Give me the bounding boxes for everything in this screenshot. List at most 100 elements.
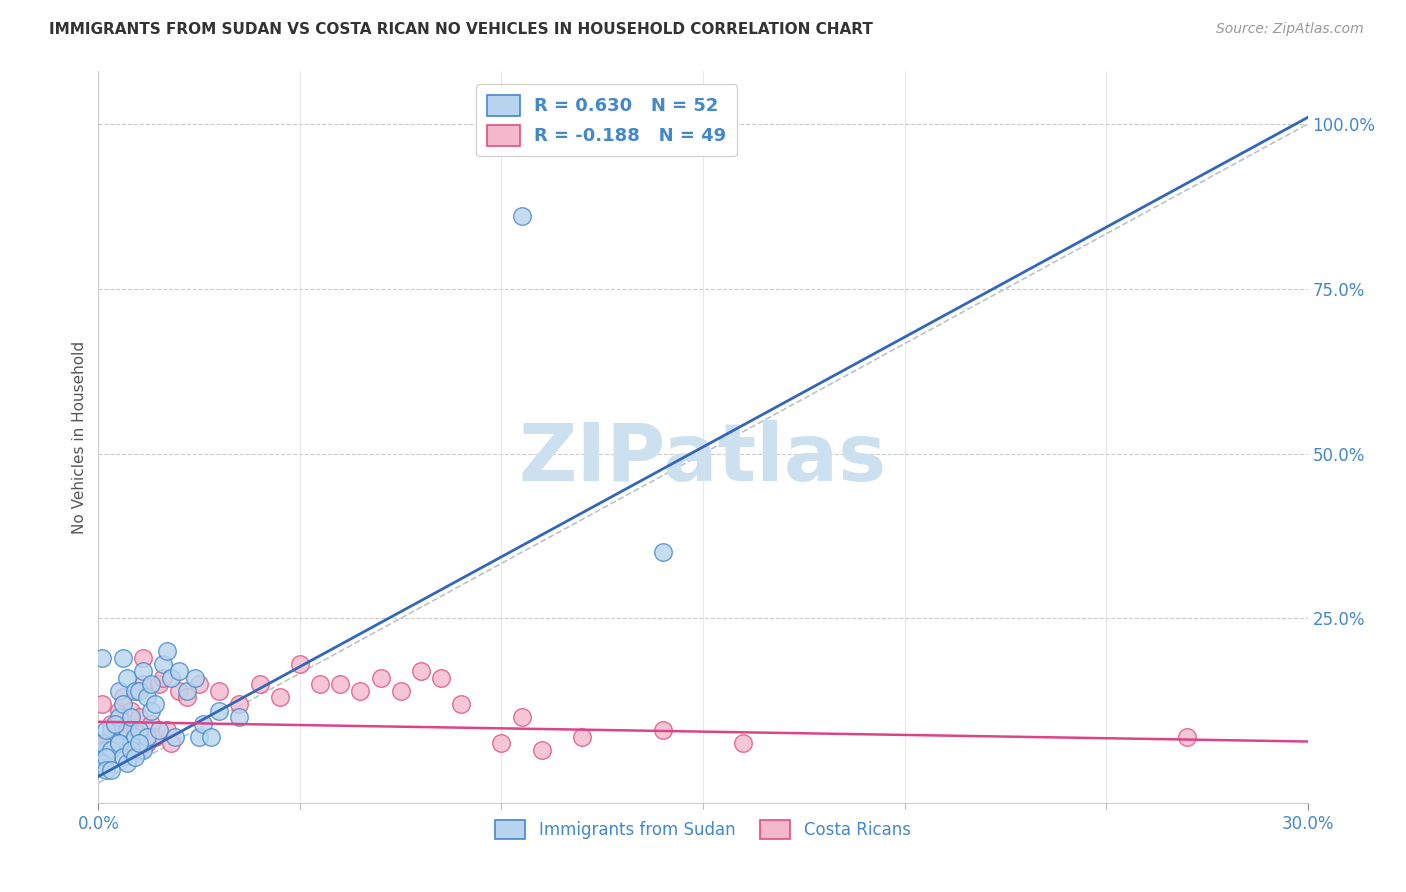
Point — [571, 730, 593, 744]
Point — [128, 743, 150, 757]
Point — [139, 677, 162, 691]
Point — [100, 716, 122, 731]
Y-axis label: No Vehicles in Household: No Vehicles in Household — [72, 341, 87, 533]
Point — [100, 743, 122, 757]
Point — [148, 677, 170, 691]
Text: ZIPatlas: ZIPatlas — [519, 420, 887, 498]
Legend: Immigrants from Sudan, Costa Ricans: Immigrants from Sudan, Costa Ricans — [489, 814, 917, 846]
Point — [288, 657, 311, 672]
Point — [152, 671, 174, 685]
Point — [651, 545, 673, 559]
Point — [135, 730, 157, 744]
Point — [491, 737, 513, 751]
Point — [370, 671, 392, 685]
Point — [96, 763, 118, 777]
Point — [733, 737, 755, 751]
Point — [148, 723, 170, 738]
Point — [100, 723, 122, 738]
Point — [139, 716, 162, 731]
Point — [132, 650, 155, 665]
Point — [111, 690, 134, 705]
Point — [176, 690, 198, 705]
Point — [132, 664, 155, 678]
Point — [103, 737, 125, 751]
Point — [430, 671, 453, 685]
Point — [91, 650, 114, 665]
Point — [249, 677, 271, 691]
Point — [269, 690, 291, 705]
Point — [1175, 730, 1198, 744]
Point — [139, 704, 162, 718]
Point — [143, 730, 166, 744]
Point — [120, 743, 142, 757]
Point — [530, 743, 553, 757]
Point — [120, 704, 142, 718]
Point — [124, 723, 146, 738]
Point — [135, 737, 157, 751]
Point — [107, 737, 129, 751]
Point — [132, 743, 155, 757]
Point — [135, 690, 157, 705]
Point — [143, 697, 166, 711]
Point — [91, 697, 114, 711]
Point — [163, 730, 186, 744]
Point — [128, 710, 150, 724]
Point — [349, 683, 371, 698]
Point — [128, 683, 150, 698]
Point — [450, 697, 472, 711]
Point — [208, 704, 231, 718]
Point — [193, 716, 215, 731]
Point — [152, 657, 174, 672]
Point — [389, 683, 412, 698]
Point — [107, 683, 129, 698]
Point — [188, 730, 211, 744]
Point — [103, 730, 125, 744]
Point — [160, 737, 183, 751]
Point — [167, 664, 190, 678]
Point — [111, 749, 134, 764]
Point — [120, 743, 142, 757]
Point — [124, 749, 146, 764]
Point — [510, 210, 533, 224]
Point — [128, 723, 150, 738]
Point — [188, 677, 211, 691]
Point — [208, 683, 231, 698]
Point — [103, 716, 125, 731]
Point — [91, 743, 114, 757]
Point — [107, 704, 129, 718]
Point — [124, 683, 146, 698]
Point — [124, 737, 146, 751]
Point — [115, 730, 138, 744]
Point — [91, 737, 114, 751]
Text: Source: ZipAtlas.com: Source: ZipAtlas.com — [1216, 22, 1364, 37]
Point — [111, 737, 134, 751]
Point — [96, 749, 118, 764]
Point — [167, 683, 190, 698]
Point — [228, 710, 250, 724]
Point — [107, 723, 129, 738]
Point — [115, 756, 138, 771]
Point — [120, 710, 142, 724]
Point — [128, 737, 150, 751]
Point — [96, 743, 118, 757]
Point — [160, 671, 183, 685]
Point — [124, 730, 146, 744]
Point — [115, 671, 138, 685]
Point — [96, 737, 118, 751]
Point — [176, 683, 198, 698]
Point — [228, 697, 250, 711]
Point — [111, 697, 134, 711]
Point — [132, 677, 155, 691]
Point — [156, 723, 179, 738]
Point — [184, 671, 207, 685]
Point — [96, 723, 118, 738]
Point — [329, 677, 352, 691]
Point — [156, 644, 179, 658]
Point — [100, 763, 122, 777]
Point — [115, 723, 138, 738]
Text: IMMIGRANTS FROM SUDAN VS COSTA RICAN NO VEHICLES IN HOUSEHOLD CORRELATION CHART: IMMIGRANTS FROM SUDAN VS COSTA RICAN NO … — [49, 22, 873, 37]
Point — [111, 650, 134, 665]
Point — [120, 737, 142, 751]
Point — [91, 756, 114, 771]
Point — [107, 710, 129, 724]
